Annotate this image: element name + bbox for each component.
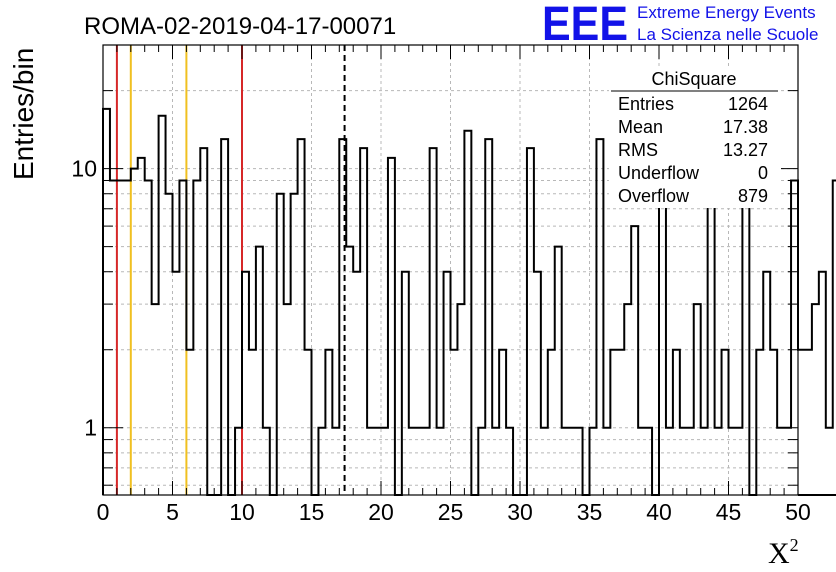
eee-logo: EEE Extreme Energy Events La Scienza nel…: [542, 0, 818, 51]
x-tick-label: 15: [299, 499, 325, 525]
x-tick-label: 10: [229, 499, 255, 525]
stats-value: 0: [758, 163, 768, 183]
eee-logo-line2: La Scienza nelle Scuole: [637, 25, 818, 44]
x-tick-label: 30: [507, 499, 533, 525]
x-tick-label: 50: [785, 499, 811, 525]
x-tick-label: 40: [646, 499, 672, 525]
x-axis-label: X2: [768, 535, 799, 570]
stats-value: 17.38: [723, 117, 768, 137]
stats-value: 879: [738, 186, 768, 206]
stats-label: Overflow: [618, 186, 690, 206]
eee-logo-mark: EEE: [542, 0, 628, 51]
stats-value: 13.27: [723, 140, 768, 160]
y-axis-label: Entries/bin: [8, 48, 39, 180]
x-tick-label: 0: [97, 499, 110, 525]
x-axis-label-superscript: 2: [790, 535, 799, 555]
chart-title: ROMA-02-2019-04-17-00071: [84, 13, 396, 40]
x-tick-label: 45: [716, 499, 742, 525]
stats-label: Mean: [618, 117, 663, 137]
stats-label: RMS: [618, 140, 658, 160]
axis-ticks: 0 5 10 15 20 25 30 35 40 45 50 1 10: [71, 44, 811, 525]
x-tick-label: 20: [368, 499, 394, 525]
stats-label: Entries: [618, 94, 674, 114]
stats-box: ChiSquare Entries 1264 Mean 17.38 RMS 13…: [609, 68, 781, 208]
x-axis-label-base: X: [768, 537, 790, 570]
x-tick-label: 25: [438, 499, 464, 525]
y-tick-label: 10: [71, 156, 97, 182]
x-tick-label: 5: [166, 499, 179, 525]
x-tick-label: 35: [577, 499, 603, 525]
eee-logo-line1: Extreme Energy Events: [637, 3, 816, 22]
stats-box-title: ChiSquare: [651, 69, 736, 89]
stats-label: Underflow: [618, 163, 700, 183]
y-tick-label: 1: [84, 415, 97, 441]
stats-value: 1264: [728, 94, 768, 114]
